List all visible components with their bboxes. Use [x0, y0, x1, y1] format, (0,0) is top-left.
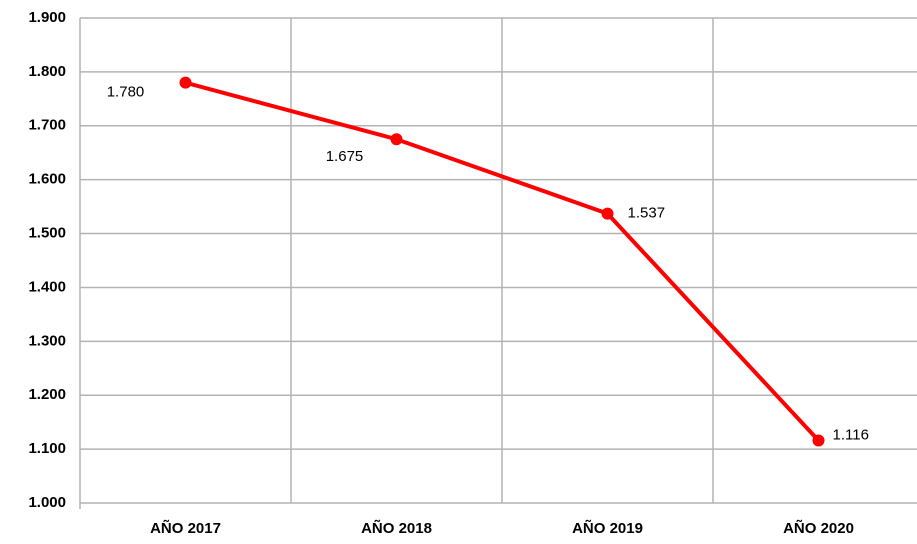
x-tick-label: AÑO 2017 — [150, 519, 221, 537]
y-tick-label: 1.100 — [28, 440, 66, 457]
x-tick-label: AÑO 2020 — [783, 519, 854, 537]
y-tick-label: 1.500 — [28, 225, 66, 242]
data-label: 1.116 — [833, 426, 869, 443]
x-tick-label: AÑO 2019 — [572, 519, 643, 537]
x-tick-label: AÑO 2018 — [361, 519, 432, 537]
y-tick-label: 1.700 — [28, 117, 66, 134]
data-label: 1.780 — [107, 84, 145, 101]
line — [184, 80, 820, 442]
y-tick-label: 1.400 — [28, 278, 66, 295]
point — [601, 207, 614, 220]
data-label: 1.537 — [628, 205, 666, 222]
y-tick-label: 1.600 — [28, 171, 66, 188]
y-tick-label: 1.300 — [28, 332, 66, 349]
y-tick-label: 1.800 — [28, 63, 66, 80]
point — [179, 76, 192, 89]
point — [390, 133, 403, 146]
data-label: 1.675 — [326, 148, 364, 165]
point — [812, 434, 825, 447]
y-tick-label: 1.900 — [28, 9, 66, 26]
y-tick-label: 1.200 — [28, 386, 66, 403]
y-tick-label: 1.000 — [28, 494, 66, 511]
